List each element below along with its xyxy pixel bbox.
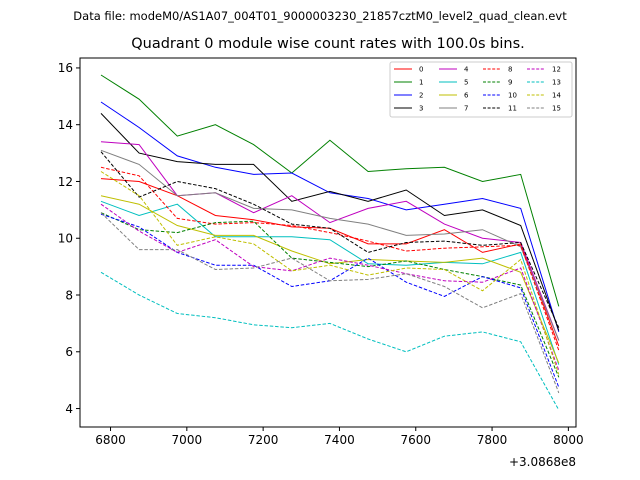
series-line-9 (100, 212, 560, 378)
series-line-8 (100, 166, 560, 351)
plot-lines (100, 74, 560, 411)
x-tick-label: 7400 (324, 433, 355, 447)
legend-label-6: 6 (464, 92, 469, 100)
series-line-12 (100, 203, 560, 371)
y-tick-label: 16 (58, 61, 73, 75)
y-tick-label: 8 (65, 288, 73, 302)
series-line-3 (100, 113, 560, 331)
y-tick-label: 4 (65, 402, 73, 416)
y-tick-label: 14 (58, 118, 73, 132)
series-line-14 (100, 171, 560, 375)
legend-label-11: 11 (508, 105, 517, 113)
series-line-7 (100, 149, 560, 341)
series-line-6 (100, 195, 560, 364)
y-tick-label: 10 (58, 232, 73, 246)
series-line-15 (100, 212, 560, 394)
y-tick-label: 12 (58, 175, 73, 189)
legend-label-5: 5 (464, 79, 468, 87)
x-tick-label: 6800 (95, 433, 126, 447)
legend-label-8: 8 (508, 66, 512, 74)
series-line-13 (100, 271, 560, 411)
x-tick-label: 7600 (400, 433, 431, 447)
legend-label-2: 2 (419, 92, 423, 100)
series-line-2 (100, 101, 560, 333)
legend-label-1: 1 (419, 79, 423, 87)
x-tick-label: 7800 (477, 433, 508, 447)
series-line-5 (100, 200, 560, 365)
legend-label-14: 14 (552, 92, 561, 100)
legend-label-13: 13 (552, 79, 561, 87)
series-line-4 (100, 141, 560, 341)
series-line-0 (100, 178, 560, 347)
suptitle: Data file: modeM0/AS1A07_004T01_90000032… (73, 9, 567, 23)
x-offset-label: +3.0868e8 (509, 455, 576, 469)
series-line-11 (100, 151, 560, 328)
axes-frame (79, 57, 577, 428)
y-tick-label: 6 (65, 345, 73, 359)
legend-label-15: 15 (552, 105, 561, 113)
chart-title: Quadrant 0 module wise count rates with … (131, 36, 525, 52)
x-tick-label: 8000 (553, 433, 584, 447)
legend-frame (389, 61, 573, 118)
legend-label-4: 4 (464, 66, 469, 74)
series-line-1 (100, 74, 560, 307)
legend-label-9: 9 (508, 79, 512, 87)
legend-label-0: 0 (419, 66, 423, 74)
x-axis: 6800 7000 7200 7400 7600 7800 8000 (95, 427, 584, 447)
x-tick-label: 7200 (248, 433, 279, 447)
legend-label-10: 10 (508, 92, 517, 100)
legend-label-3: 3 (419, 105, 423, 113)
legend-label-12: 12 (552, 66, 561, 74)
y-axis: 4 6 8 10 12 14 16 (58, 61, 80, 416)
legend-label-7: 7 (464, 105, 468, 113)
x-tick-label: 7000 (172, 433, 203, 447)
